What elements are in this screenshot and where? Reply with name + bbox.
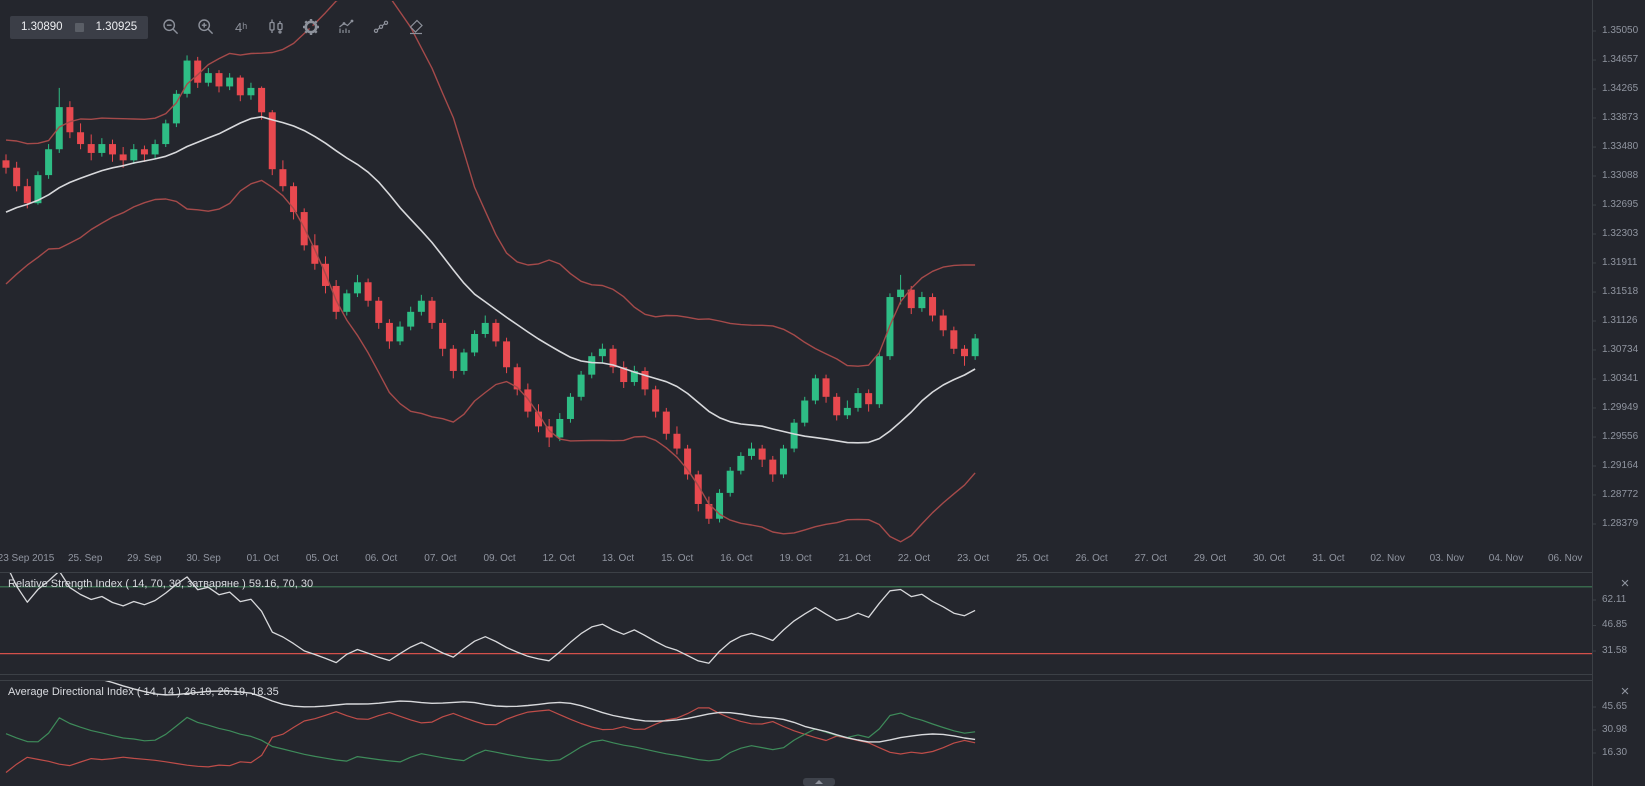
- price-tick-label: 1.34657: [1602, 54, 1639, 66]
- date-tick-label: 25. Sep: [67, 553, 103, 564]
- price-tick-label: 1.34265: [1602, 83, 1639, 94]
- price-tick-label: 1.31518: [1602, 286, 1639, 298]
- line-points-button[interactable]: [369, 15, 393, 39]
- spread-indicator: [74, 22, 84, 32]
- settings-button[interactable]: [299, 15, 323, 39]
- date-tick-label: 09. Oct: [483, 553, 516, 564]
- chart-toolbar: 1.30890 1.30925 4ʰ: [10, 15, 428, 39]
- date-tick-label: 07. Oct: [424, 553, 457, 564]
- date-tick-label: 19. Oct: [779, 553, 812, 564]
- date-tick-label: 05. Oct: [305, 553, 339, 564]
- eraser-icon: [409, 19, 424, 35]
- rsi-panel-title: Relative Strength Index ( 14, 70, 30, за…: [8, 578, 314, 590]
- indicators-button[interactable]: [334, 15, 358, 39]
- timeframe-button[interactable]: 4ʰ: [229, 15, 253, 39]
- rsi-tick-label: 46.85: [1602, 619, 1628, 631]
- price-tick-label: 1.29164: [1602, 459, 1639, 471]
- date-tick-label: 23. Oct: [957, 553, 990, 564]
- date-tick-label: 31. Oct: [1312, 553, 1345, 564]
- price-tick-label: 1.29949: [1602, 401, 1639, 413]
- date-tick-label: 25. Oct: [1016, 553, 1049, 564]
- line-points-icon: [373, 20, 389, 33]
- price-tick-label: 1.32303: [1602, 228, 1639, 239]
- settings-gear-icon: [303, 19, 320, 35]
- rsi-close-button[interactable]: ×: [1616, 574, 1634, 592]
- price-tick-label: 1.32695: [1602, 199, 1639, 211]
- price-tick-label: 1.35050: [1602, 25, 1639, 36]
- ask-price: 1.30925: [95, 21, 138, 33]
- rsi-tick-label: 31.58: [1602, 645, 1628, 656]
- date-tick-label: 13. Oct: [601, 553, 635, 564]
- date-tick-label: 03. Nov: [1429, 553, 1465, 564]
- zoom-out-icon: [163, 19, 179, 35]
- price-tick-label: 1.28772: [1602, 488, 1639, 500]
- eraser-button[interactable]: [404, 15, 428, 39]
- panel-resize-handle[interactable]: [803, 778, 835, 786]
- date-tick-label: 23 Sep 2015: [0, 553, 55, 564]
- adx-tick-label: 16.30: [1602, 747, 1628, 758]
- chevron-up-icon: [815, 780, 823, 784]
- date-tick-label: 02. Nov: [1370, 553, 1405, 564]
- bid-price: 1.30890: [21, 21, 63, 33]
- date-tick-label: 04. Nov: [1488, 553, 1524, 564]
- zoom-out-button[interactable]: [159, 15, 183, 39]
- chart-style-button[interactable]: [264, 15, 288, 39]
- zoom-in-icon: [198, 19, 214, 35]
- adx-panel-title: Average Directional Index ( 14, 14 ) 26.…: [8, 686, 279, 698]
- rsi-tick-label: 62.11: [1602, 594, 1627, 605]
- price-tick-label: 1.33480: [1602, 141, 1639, 153]
- date-tick-label: 15. Oct: [661, 553, 694, 564]
- date-tick-label: 22. Oct: [897, 553, 931, 564]
- price-tick-label: 1.30341: [1602, 373, 1639, 384]
- price-tick-label: 1.33873: [1602, 111, 1639, 123]
- bid-ask-quote[interactable]: 1.30890 1.30925: [10, 15, 149, 39]
- price-tick-label: 1.31911: [1602, 256, 1638, 268]
- date-tick-label: 26. Oct: [1075, 553, 1108, 564]
- price-tick-label: 1.33088: [1602, 169, 1639, 181]
- date-tick-label: 12. Oct: [542, 553, 575, 564]
- timeframe-4h-icon: 4ʰ: [235, 19, 248, 35]
- date-tick-label: 16. Oct: [720, 553, 753, 564]
- adx-close-button[interactable]: ×: [1616, 682, 1634, 700]
- date-tick-label: 30. Oct: [1253, 553, 1286, 564]
- price-tick-label: 1.31126: [1602, 314, 1638, 326]
- price-tick-label: 1.29556: [1602, 431, 1639, 443]
- price-tick-label: 1.30734: [1602, 343, 1639, 355]
- adx-tick-label: 30.98: [1602, 723, 1628, 735]
- candlestick-style-icon: [269, 19, 283, 34]
- date-tick-label: 30. Sep: [186, 553, 221, 564]
- date-tick-label: 06. Oct: [365, 553, 398, 564]
- date-tick-label: 29. Oct: [1193, 553, 1227, 564]
- date-tick-label: 21. Oct: [838, 553, 871, 564]
- indicators-icon: [339, 19, 354, 33]
- price-tick-label: 1.28379: [1602, 518, 1639, 529]
- date-tick-label: 06. Nov: [1547, 553, 1583, 564]
- date-tick-label: 01. Oct: [246, 553, 279, 564]
- adx-tick-label: 45.65: [1602, 701, 1628, 712]
- zoom-in-button[interactable]: [194, 15, 218, 39]
- date-tick-label: 27. Oct: [1134, 553, 1167, 564]
- date-tick-label: 29. Sep: [127, 553, 162, 564]
